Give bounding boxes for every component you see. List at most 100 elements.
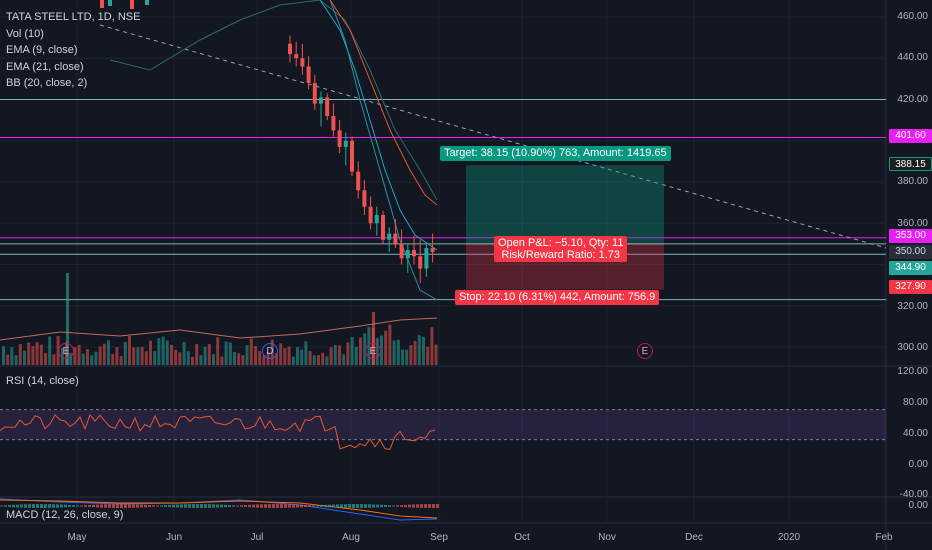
price-tag-target[interactable]: 388.15 — [889, 157, 932, 171]
volume-bar — [363, 333, 367, 365]
macd-histogram-bar — [392, 505, 395, 507]
macd-histogram-bar — [8, 505, 11, 507]
volume-bar — [102, 343, 106, 365]
volume-bar — [186, 351, 190, 365]
volume-bar — [140, 347, 144, 365]
price-tag-401[interactable]: 401.60 — [889, 129, 932, 143]
candle-body — [337, 130, 342, 147]
volume-bar — [380, 335, 383, 365]
volume-bar — [191, 356, 194, 365]
macd-histogram-bar — [112, 504, 115, 508]
x-axis-label: Jun — [165, 532, 183, 543]
candle-body — [412, 250, 416, 257]
volume-bar — [338, 345, 341, 365]
volume-bar — [329, 347, 333, 365]
macd-histogram-bar — [20, 504, 23, 508]
volume-bar — [178, 352, 182, 365]
macd-histogram-bar — [352, 504, 355, 508]
volume-bar — [262, 355, 266, 365]
x-axis-label: Nov — [598, 532, 616, 543]
rsi-axis-label: -40.00 — [899, 489, 928, 500]
volume-bar — [203, 346, 207, 365]
volume-bar — [388, 324, 392, 365]
candle-body — [343, 140, 348, 147]
volume-bar — [182, 341, 186, 365]
volume-bar — [14, 355, 18, 365]
legend-indicator-ema21[interactable]: EMA (21, close) — [6, 60, 84, 73]
macd-histogram-bar — [204, 504, 207, 508]
legend-indicator-bb[interactable]: BB (20, close, 2) — [6, 77, 88, 89]
macd-histogram-bar — [240, 505, 243, 507]
volume-bar — [115, 347, 119, 365]
legend-indicator-volume[interactable]: Vol (10) — [6, 27, 44, 40]
macd-histogram-bar — [176, 504, 179, 508]
volume-bar — [174, 349, 178, 365]
macd-histogram-bar — [208, 504, 211, 508]
volume-bar — [392, 340, 396, 365]
x-axis-label: Jul — [250, 532, 264, 543]
macd-histogram-bar — [148, 504, 151, 508]
price-tag-stop[interactable]: 327.90 — [889, 280, 932, 294]
candle-body — [319, 97, 323, 104]
price-tag-353[interactable]: 353.00 — [889, 229, 932, 243]
pnl-box[interactable]: Open P&L: −5.10, Qty: 11 Risk/Reward Rat… — [494, 236, 628, 262]
price-tag-350[interactable]: 350.00 — [889, 245, 932, 259]
macd-histogram-bar — [252, 504, 255, 508]
stop-label[interactable]: Stop: 22.10 (6.31%) 442, Amount: 756.9 — [455, 290, 660, 305]
volume-bar — [216, 337, 220, 365]
volume-bar — [275, 353, 278, 365]
candle-body — [130, 0, 134, 9]
rr-label: Risk/Reward Ratio: 1.73 — [501, 249, 621, 261]
bb-upper-line — [109, 0, 438, 201]
earnings-event-marker[interactable]: E — [365, 343, 381, 359]
price-axis-label: 360.00 — [897, 218, 928, 229]
legend-indicator-ema9[interactable]: EMA (9, close) — [6, 44, 78, 56]
candle-body — [300, 58, 305, 67]
macd-histogram-bar — [388, 505, 391, 507]
price-axis-label: 440.00 — [897, 52, 928, 63]
candle-body — [374, 215, 379, 224]
candle-body — [288, 43, 292, 55]
macd-histogram-bar — [272, 504, 275, 508]
dividend-event-marker[interactable]: D — [262, 343, 278, 359]
earnings-event-marker[interactable]: E — [58, 343, 74, 359]
earnings-event-marker[interactable]: E — [637, 343, 653, 359]
volume-bar — [350, 337, 354, 365]
rsi-band — [0, 409, 886, 440]
macd-histogram-bar — [328, 504, 331, 508]
volume-bar — [27, 342, 31, 365]
macd-histogram-bar — [192, 504, 195, 508]
volume-bar — [161, 336, 165, 365]
volume-bar — [422, 336, 425, 365]
macd-histogram-bar — [436, 504, 439, 508]
macd-histogram-bar — [120, 504, 123, 508]
rsi-pane-label[interactable]: RSI (14, close) — [6, 375, 79, 387]
macd-histogram-bar — [44, 504, 47, 508]
macd-histogram-bar — [300, 504, 303, 508]
volume-bar — [157, 338, 161, 365]
volume-bar — [31, 346, 35, 365]
candle-body — [399, 243, 404, 259]
price-axis-label: 380.00 — [897, 176, 928, 187]
volume-bar — [23, 350, 26, 365]
macd-histogram-bar — [368, 504, 371, 508]
macd-histogram-bar — [324, 504, 327, 508]
macd-pane-label[interactable]: MACD (12, 26, close, 9) — [6, 509, 124, 521]
target-label[interactable]: Target: 38.15 (10.90%) 763, Amount: 1419… — [440, 146, 671, 161]
volume-bar — [136, 347, 140, 365]
macd-histogram-bar — [80, 505, 83, 507]
price-tag-last[interactable]: 344.90 — [889, 261, 932, 275]
macd-histogram-bar — [428, 504, 431, 508]
volume-bar — [10, 347, 14, 365]
macd-histogram-bar — [400, 505, 403, 507]
trend-line — [99, 24, 887, 249]
symbol-title[interactable]: TATA STEEL LTD, 1D, NSE — [6, 11, 141, 23]
volume-bar — [417, 335, 421, 365]
volume-bar — [111, 354, 115, 365]
volume-bar — [283, 348, 287, 365]
candle-body — [393, 233, 398, 244]
volume-bar — [35, 342, 39, 365]
volume-bar — [123, 342, 127, 365]
